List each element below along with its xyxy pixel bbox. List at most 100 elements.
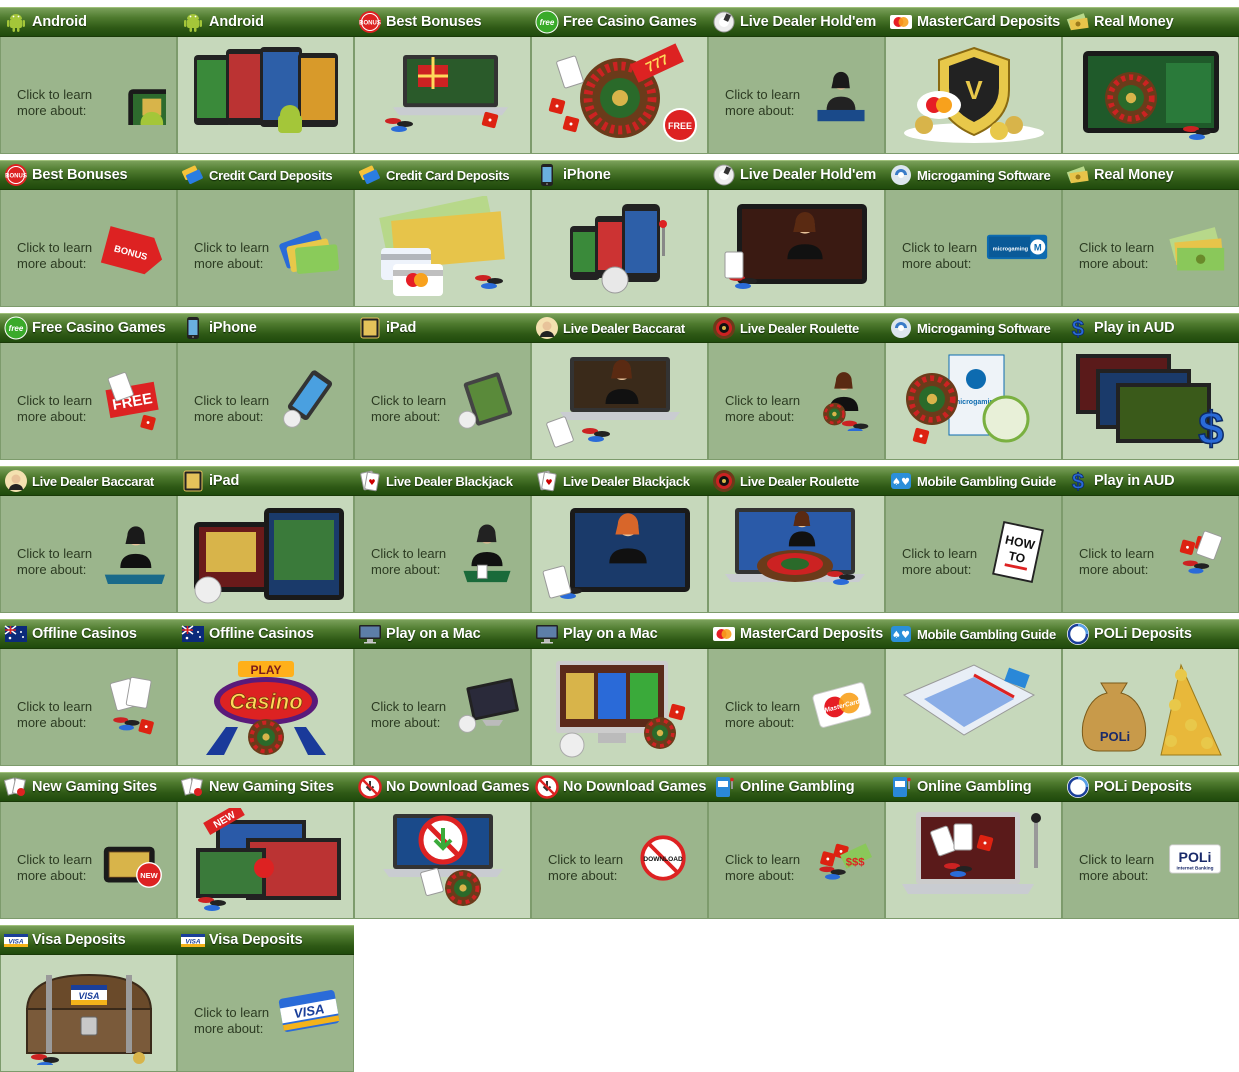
- topic-tile[interactable]: Android Click to learn more about:: [0, 7, 177, 154]
- topic-tile[interactable]: MasterCard Deposits Click to learn more a…: [708, 619, 885, 766]
- tile-body[interactable]: Click to learn more about: BONUS: [0, 190, 177, 307]
- tile-header[interactable]: Credit Card Deposits: [354, 160, 531, 190]
- tile-header[interactable]: Live Dealer Hold'em: [708, 7, 885, 37]
- tile-body[interactable]: VISA: [0, 955, 177, 1072]
- tile-title[interactable]: Visa Deposits: [209, 932, 303, 948]
- topic-tile[interactable]: BONUS Best Bonuses: [354, 7, 531, 154]
- tile-body[interactable]: Click to learn more about:: [354, 343, 531, 460]
- learn-more-text[interactable]: Click to learn more about:: [902, 546, 978, 577]
- tile-title[interactable]: Credit Card Deposits: [386, 167, 510, 183]
- learn-more-text[interactable]: Click to learn more about:: [1079, 546, 1155, 577]
- tile-header[interactable]: Play on a Mac: [354, 619, 531, 649]
- tile-header[interactable]: Offline Casinos: [177, 619, 354, 649]
- topic-tile[interactable]: iPad: [177, 466, 354, 613]
- tile-body[interactable]: [885, 802, 1062, 919]
- tile-title[interactable]: Offline Casinos: [32, 626, 137, 642]
- tile-header[interactable]: ♥ Live Dealer Blackjack: [531, 466, 708, 496]
- tile-title[interactable]: Free Casino Games: [563, 14, 697, 30]
- tile-body[interactable]: Casino PLAY: [177, 649, 354, 766]
- tile-title[interactable]: Android: [209, 14, 264, 30]
- tile-body[interactable]: Click to learn more about:: [177, 190, 354, 307]
- topic-tile[interactable]: Real Money Click to learn more about:: [1062, 160, 1239, 307]
- tile-title[interactable]: MasterCard Deposits: [740, 626, 884, 642]
- topic-tile[interactable]: free Free Casino Games 777 FREE: [531, 7, 708, 154]
- tile-body[interactable]: [177, 37, 354, 154]
- topic-tile[interactable]: New Gaming Sites NEW: [177, 772, 354, 919]
- tile-title[interactable]: New Gaming Sites: [209, 779, 334, 795]
- tile-title[interactable]: MasterCard Deposits: [917, 14, 1061, 30]
- learn-more-text[interactable]: Click to learn more about:: [17, 852, 93, 883]
- tile-header[interactable]: POLi Deposits: [1062, 772, 1239, 802]
- tile-title[interactable]: Live Dealer Roulette: [740, 473, 859, 489]
- tile-header[interactable]: BONUS Best Bonuses: [0, 160, 177, 190]
- tile-title[interactable]: Live Dealer Hold'em: [740, 167, 877, 183]
- topic-tile[interactable]: Live Dealer Roulette Click to learn more …: [708, 313, 885, 460]
- tile-title[interactable]: POLi Deposits: [1094, 779, 1192, 795]
- tile-title[interactable]: Real Money: [1094, 14, 1174, 30]
- tile-body[interactable]: Click to learn more about: HOW TO: [885, 496, 1062, 613]
- tile-header[interactable]: free Free Casino Games: [0, 313, 177, 343]
- tile-body[interactable]: Click to learn more about: MasterCard: [708, 649, 885, 766]
- learn-more-text[interactable]: Click to learn more about:: [902, 240, 978, 271]
- tile-title[interactable]: Play in AUD: [1094, 473, 1175, 489]
- tile-body[interactable]: [708, 190, 885, 307]
- learn-more-text[interactable]: Click to learn more about:: [194, 393, 270, 424]
- tile-body[interactable]: $: [1062, 343, 1239, 460]
- tile-body[interactable]: Click to learn more about:: [354, 649, 531, 766]
- tile-header[interactable]: Offline Casinos: [0, 619, 177, 649]
- topic-tile[interactable]: Live Dealer Hold'em Click to learn more a…: [708, 7, 885, 154]
- learn-more-text[interactable]: Click to learn more about:: [371, 546, 447, 577]
- tile-body[interactable]: POLi: [1062, 649, 1239, 766]
- tile-header[interactable]: Live Dealer Baccarat: [531, 313, 708, 343]
- tile-header[interactable]: No Download Games: [531, 772, 708, 802]
- topic-tile[interactable]: New Gaming Sites Click to learn more abou…: [0, 772, 177, 919]
- tile-body[interactable]: [531, 343, 708, 460]
- topic-tile[interactable]: iPhone Click to learn more about:: [177, 313, 354, 460]
- tile-title[interactable]: Live Dealer Blackjack: [563, 473, 690, 489]
- topic-tile[interactable]: Online Gambling Click to learn more about…: [708, 772, 885, 919]
- tile-body[interactable]: Click to learn more about:: [177, 343, 354, 460]
- tile-title[interactable]: Mobile Gambling Guide: [917, 626, 1056, 642]
- topic-tile[interactable]: POLi Deposits Click to learn more about: P…: [1062, 772, 1239, 919]
- tile-title[interactable]: Live Dealer Roulette: [740, 320, 859, 336]
- tile-body[interactable]: Click to learn more about:: [1062, 496, 1239, 613]
- tile-header[interactable]: iPad: [354, 313, 531, 343]
- tile-body[interactable]: [531, 496, 708, 613]
- learn-more-text[interactable]: Click to learn more about:: [371, 393, 447, 424]
- tile-title[interactable]: iPad: [386, 320, 417, 336]
- learn-more-text[interactable]: Click to learn more about:: [17, 699, 93, 730]
- topic-tile[interactable]: Android: [177, 7, 354, 154]
- tile-header[interactable]: POLi Deposits: [1062, 619, 1239, 649]
- topic-tile[interactable]: $ Play in AUD Click to learn more about:: [1062, 466, 1239, 613]
- tile-title[interactable]: Free Casino Games: [32, 320, 166, 336]
- tile-header[interactable]: Real Money: [1062, 160, 1239, 190]
- topic-tile[interactable]: POLi Deposits POLi: [1062, 619, 1239, 766]
- tile-body[interactable]: microgaming: [885, 343, 1062, 460]
- tile-title[interactable]: Offline Casinos: [209, 626, 314, 642]
- tile-title[interactable]: Play in AUD: [1094, 320, 1175, 336]
- tile-header[interactable]: VISA Visa Deposits: [0, 925, 177, 955]
- learn-more-text[interactable]: Click to learn more about:: [194, 240, 270, 271]
- tile-header[interactable]: Android: [0, 7, 177, 37]
- tile-header[interactable]: No Download Games: [354, 772, 531, 802]
- topic-tile[interactable]: Live Dealer Roulette: [708, 466, 885, 613]
- topic-tile[interactable]: Microgaming Software microgaming: [885, 313, 1062, 460]
- tile-body[interactable]: 777 FREE: [531, 37, 708, 154]
- tile-header[interactable]: iPad: [177, 466, 354, 496]
- topic-tile[interactable]: No Download Games Click to learn more abo…: [531, 772, 708, 919]
- tile-body[interactable]: Click to learn more about:: [0, 37, 177, 154]
- tile-header[interactable]: Online Gambling: [708, 772, 885, 802]
- tile-title[interactable]: POLi Deposits: [1094, 626, 1192, 642]
- tile-header[interactable]: ♠♥ Mobile Gambling Guide: [885, 466, 1062, 496]
- topic-tile[interactable]: ♠♥ Mobile Gambling Guide Click to learn mo…: [885, 466, 1062, 613]
- topic-tile[interactable]: Online Gambling: [885, 772, 1062, 919]
- tile-header[interactable]: Live Dealer Baccarat: [0, 466, 177, 496]
- tile-body[interactable]: [354, 37, 531, 154]
- tile-header[interactable]: BONUS Best Bonuses: [354, 7, 531, 37]
- tile-body[interactable]: Click to learn more about:: [0, 496, 177, 613]
- tile-title[interactable]: No Download Games: [563, 779, 707, 795]
- tile-header[interactable]: Online Gambling: [885, 772, 1062, 802]
- tile-body[interactable]: Click to learn more about: $$$: [708, 802, 885, 919]
- tile-title[interactable]: iPhone: [563, 167, 611, 183]
- tile-title[interactable]: Android: [32, 14, 87, 30]
